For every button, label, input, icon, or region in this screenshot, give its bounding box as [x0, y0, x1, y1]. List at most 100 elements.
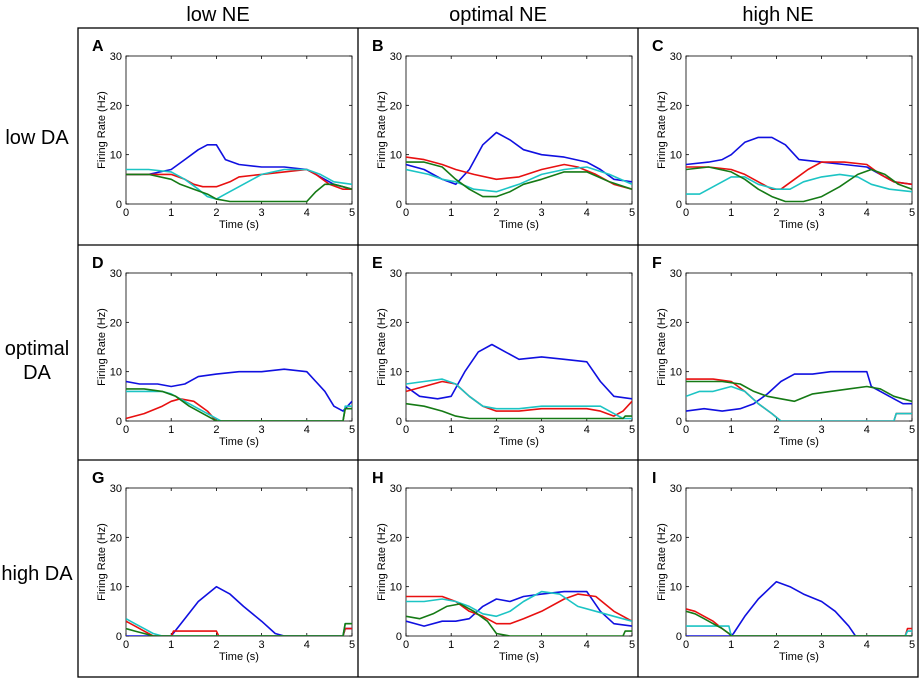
- y-axis-label: Firing Rate (Hz): [376, 523, 388, 601]
- y-tick-label: 0: [676, 416, 682, 428]
- x-axis-label: Time (s): [499, 219, 539, 231]
- y-tick-label: 10: [670, 367, 682, 379]
- x-tick-label: 2: [773, 424, 779, 436]
- row-header: low DA: [5, 127, 69, 149]
- plot-area: [125, 487, 353, 637]
- x-tick-label: 1: [728, 639, 734, 651]
- x-tick-label: 2: [493, 639, 499, 651]
- y-axis-label: Firing Rate (Hz): [96, 308, 108, 386]
- panel-grid-borders: [77, 27, 919, 678]
- series-green-line: [686, 166, 912, 203]
- grid-outer-border: [77, 27, 919, 678]
- panel-F: F 0 1 2 3 4 5 0 10 20 30 Time (s) Firing Rate (Hz): [652, 255, 915, 448]
- y-tick-label: 10: [390, 367, 402, 379]
- panel-label: H: [372, 470, 384, 487]
- series-blue-line: [126, 585, 352, 636]
- y-tick-label: 10: [390, 582, 402, 594]
- column-header: optimal NE: [449, 4, 547, 26]
- series-cyan-line: [686, 173, 912, 195]
- y-tick-label: 20: [110, 532, 122, 544]
- x-tick-label: 3: [539, 207, 545, 219]
- y-tick-label: 0: [116, 199, 122, 211]
- x-tick-label: 4: [584, 424, 590, 436]
- series-blue-line: [126, 368, 352, 412]
- series-green-line: [406, 603, 632, 636]
- x-tick-label: 1: [168, 639, 174, 651]
- series-red-line: [126, 620, 352, 636]
- y-tick-label: 30: [670, 51, 682, 63]
- y-tick-label: 30: [390, 483, 402, 495]
- series-green-line: [406, 161, 632, 198]
- row-header: high DA: [1, 563, 73, 585]
- x-tick-label: 5: [629, 207, 635, 219]
- x-tick-label: 1: [168, 207, 174, 219]
- panel-label: C: [652, 38, 664, 55]
- panel-I: I 0 1 2 3 4 5 0 10 20 30 Time (s) Firing Rate (Hz): [652, 470, 915, 663]
- series-blue-line: [406, 343, 632, 400]
- series-cyan-line: [406, 590, 632, 622]
- series-red-line: [406, 380, 632, 417]
- x-tick-label: 2: [773, 207, 779, 219]
- x-tick-label: 0: [403, 424, 409, 436]
- column-header: low NE: [186, 4, 249, 26]
- x-tick-label: 0: [683, 424, 689, 436]
- x-tick-label: 0: [683, 639, 689, 651]
- y-tick-label: 30: [390, 51, 402, 63]
- x-tick-label: 0: [403, 207, 409, 219]
- y-axis-label: Firing Rate (Hz): [656, 523, 668, 601]
- x-tick-label: 1: [168, 424, 174, 436]
- x-tick-label: 4: [864, 424, 870, 436]
- series-green-line: [406, 402, 632, 420]
- y-tick-label: 0: [396, 416, 402, 428]
- series-group: [126, 144, 352, 203]
- x-tick-label: 1: [728, 424, 734, 436]
- y-axis-label: Firing Rate (Hz): [376, 91, 388, 169]
- y-tick-label: 20: [670, 532, 682, 544]
- y-tick-label: 30: [110, 268, 122, 280]
- x-tick-label: 1: [448, 207, 454, 219]
- series-group: [406, 343, 632, 420]
- y-tick-label: 20: [390, 100, 402, 112]
- series-group: [406, 590, 632, 636]
- x-tick-label: 3: [819, 207, 825, 219]
- series-group: [126, 368, 352, 421]
- y-tick-label: 10: [670, 150, 682, 162]
- x-tick-label: 3: [259, 424, 265, 436]
- x-tick-label: 5: [909, 207, 915, 219]
- x-tick-label: 5: [909, 639, 915, 651]
- y-tick-label: 20: [390, 317, 402, 329]
- series-green-line: [686, 610, 912, 636]
- panel-H: H 0 1 2 3 4 5 0 10 20 30 Time (s) Firing Rate (Hz): [372, 470, 635, 663]
- x-tick-label: 0: [123, 207, 129, 219]
- x-axis-label: Time (s): [219, 219, 259, 231]
- x-tick-label: 4: [864, 207, 870, 219]
- series-group: [686, 580, 912, 636]
- panel-label: I: [652, 470, 656, 487]
- panel-D: D 0 1 2 3 4 5 0 10 20 30 Time (s) Firing Rate (Hz): [92, 255, 355, 448]
- x-axis-label: Time (s): [499, 436, 539, 448]
- y-tick-label: 10: [110, 582, 122, 594]
- y-tick-label: 0: [116, 631, 122, 643]
- y-tick-label: 10: [110, 150, 122, 162]
- x-tick-label: 3: [819, 639, 825, 651]
- y-tick-label: 30: [110, 51, 122, 63]
- x-tick-label: 2: [773, 639, 779, 651]
- series-group: [686, 370, 912, 421]
- panel-label: E: [372, 255, 383, 272]
- panel-label: F: [652, 255, 662, 272]
- series-group: [686, 136, 912, 203]
- y-tick-label: 20: [110, 317, 122, 329]
- series-green-line: [126, 388, 352, 421]
- y-axis-label: Firing Rate (Hz): [656, 91, 668, 169]
- plot-area: [405, 55, 633, 205]
- x-tick-label: 2: [213, 639, 219, 651]
- series-cyan-line: [686, 385, 912, 421]
- x-tick-label: 4: [304, 207, 310, 219]
- x-tick-label: 5: [349, 207, 355, 219]
- x-tick-label: 1: [448, 639, 454, 651]
- x-tick-label: 4: [584, 207, 590, 219]
- y-tick-label: 0: [396, 199, 402, 211]
- panel-label: D: [92, 255, 104, 272]
- panel-A: A 0 1 2 3 4 5 0 10 20 30 Time (s) Firing Rate (Hz): [92, 38, 355, 231]
